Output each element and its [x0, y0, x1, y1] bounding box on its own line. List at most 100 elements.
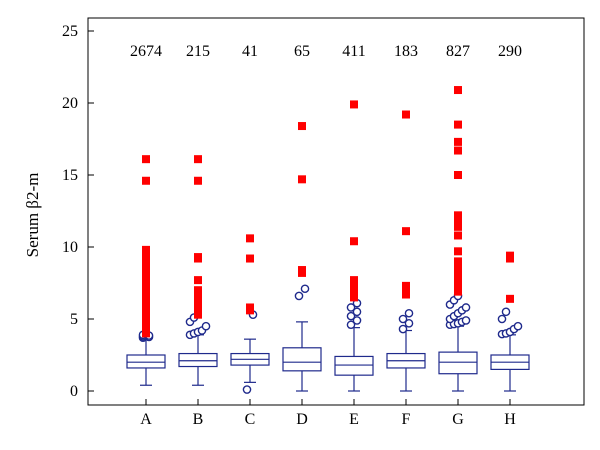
extreme-point — [194, 302, 202, 311]
extreme-point — [142, 277, 150, 286]
box-iqr — [438, 351, 478, 375]
box-group — [490, 251, 530, 392]
extreme-point — [142, 316, 150, 325]
y-tick-label: 20 — [62, 95, 78, 112]
box-series — [126, 86, 530, 394]
extreme-point — [142, 325, 150, 334]
box-iqr — [178, 352, 218, 368]
extreme-point — [298, 122, 306, 131]
extreme-point — [454, 266, 462, 275]
box-group — [438, 86, 478, 392]
extreme-point — [350, 287, 358, 296]
extreme-point — [142, 299, 150, 308]
outlier-point — [294, 291, 304, 301]
extreme-point — [194, 176, 202, 185]
count-label: 2674 — [130, 43, 162, 60]
outlier-point — [404, 308, 414, 318]
box-group — [334, 100, 374, 392]
x-tick-label: E — [349, 411, 359, 428]
extreme-point — [142, 303, 150, 312]
extreme-point — [454, 146, 462, 155]
extreme-point — [298, 266, 306, 275]
count-label: 827 — [446, 43, 470, 60]
x-tick-label: D — [296, 411, 308, 428]
extreme-point — [454, 171, 462, 179]
extreme-point — [194, 310, 202, 319]
extreme-point — [142, 281, 150, 290]
box-group — [282, 122, 322, 392]
extreme-point — [454, 120, 462, 129]
x-tick-label: C — [245, 411, 256, 428]
extreme-point — [402, 110, 410, 119]
extreme-point — [194, 276, 202, 285]
extreme-point — [454, 217, 462, 226]
count-label: 290 — [498, 43, 522, 60]
extreme-point — [454, 222, 462, 231]
extreme-point — [454, 274, 462, 283]
extreme-point — [298, 175, 306, 184]
extreme-point — [142, 264, 150, 273]
extreme-point — [454, 137, 462, 146]
outlier-point — [346, 303, 356, 312]
extreme-point — [142, 312, 150, 321]
extreme-point — [194, 253, 202, 262]
box-iqr — [334, 355, 374, 376]
outlier-point — [497, 314, 507, 324]
outlier-point — [513, 321, 523, 331]
extreme-point — [142, 271, 150, 280]
x-tick-label: H — [504, 411, 516, 428]
x-axis: A B C D E F G H — [140, 399, 516, 428]
extreme-point — [454, 279, 462, 287]
outlier-point — [352, 316, 362, 325]
y-tick-label: 5 — [70, 311, 78, 328]
x-tick-label: A — [140, 411, 152, 428]
extreme-point — [142, 176, 150, 185]
extreme-point — [246, 303, 254, 312]
extreme-point — [142, 294, 150, 303]
extreme-point — [402, 281, 410, 290]
extreme-point — [142, 251, 150, 260]
outlier-point — [300, 284, 310, 294]
x-tick-label: G — [452, 411, 464, 428]
extreme-point — [454, 247, 462, 256]
extreme-point — [402, 290, 410, 299]
extreme-point — [142, 290, 150, 299]
extreme-point — [454, 86, 462, 95]
extreme-point — [350, 237, 358, 246]
extreme-point — [454, 231, 462, 240]
extreme-point — [454, 287, 462, 296]
outlier-point — [346, 320, 356, 330]
extreme-point — [454, 283, 462, 292]
outlier-point — [501, 307, 511, 317]
extreme-point — [142, 307, 150, 316]
plot-frame — [87, 17, 585, 406]
extreme-point — [454, 211, 462, 220]
outlier-point — [201, 321, 211, 331]
extreme-point — [454, 257, 462, 266]
extreme-point — [142, 320, 150, 329]
y-axis: 0 5 10 15 20 25 — [62, 23, 94, 400]
extreme-point — [142, 257, 150, 266]
extreme-point — [350, 281, 358, 290]
extreme-point — [350, 293, 358, 302]
extreme-point — [194, 306, 202, 315]
outlier-point — [404, 319, 414, 328]
extreme-point — [142, 286, 150, 295]
extreme-point — [246, 234, 254, 243]
y-tick-label: 15 — [62, 167, 78, 184]
outlier-point — [346, 311, 356, 321]
extreme-point — [194, 155, 202, 164]
count-label: 183 — [394, 43, 418, 60]
extreme-point — [246, 254, 254, 263]
outlier-point — [461, 303, 471, 312]
outlier-point — [398, 324, 408, 334]
extreme-point — [350, 276, 358, 285]
y-tick-label: 10 — [62, 239, 78, 256]
y-tick-label: 25 — [62, 23, 78, 40]
outlier-point — [398, 314, 408, 324]
outlier-point — [352, 307, 362, 317]
count-labels: 2674 215 41 65 411 183 827 290 — [130, 43, 522, 60]
box-group — [126, 155, 166, 386]
x-tick-label: B — [193, 411, 204, 428]
